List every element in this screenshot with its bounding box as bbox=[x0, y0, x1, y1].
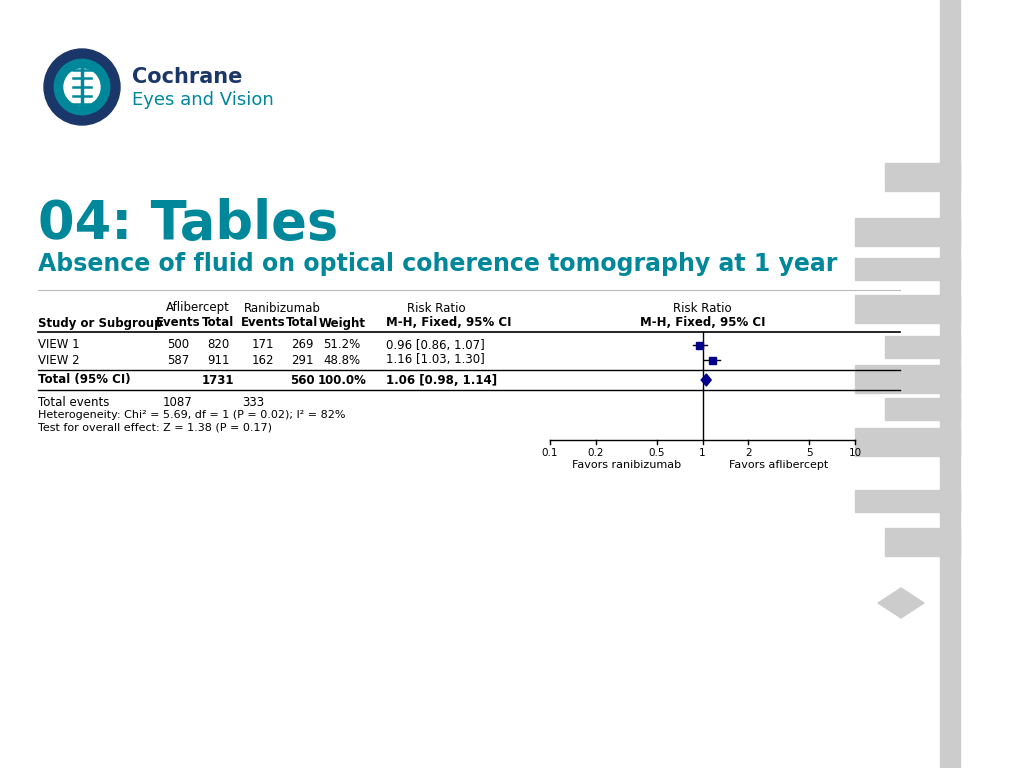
Text: 162: 162 bbox=[252, 353, 274, 366]
Text: Eyes and Vision: Eyes and Vision bbox=[132, 91, 273, 109]
Text: 820: 820 bbox=[207, 339, 229, 352]
Polygon shape bbox=[878, 588, 924, 618]
Text: Total events: Total events bbox=[38, 396, 110, 409]
Text: 0.1: 0.1 bbox=[542, 448, 558, 458]
Bar bbox=[855, 490, 961, 512]
Text: VIEW 2: VIEW 2 bbox=[38, 353, 80, 366]
Circle shape bbox=[58, 64, 105, 111]
Text: 500: 500 bbox=[167, 339, 189, 352]
Bar bbox=[855, 258, 961, 280]
Text: 269: 269 bbox=[291, 339, 313, 352]
Text: Cochrane: Cochrane bbox=[132, 67, 243, 87]
Text: 0.5: 0.5 bbox=[648, 448, 665, 458]
Text: 1: 1 bbox=[699, 448, 706, 458]
Text: Risk Ratio: Risk Ratio bbox=[673, 302, 732, 315]
Text: 1.16 [1.03, 1.30]: 1.16 [1.03, 1.30] bbox=[386, 353, 484, 366]
Text: Favors ranibizumab: Favors ranibizumab bbox=[571, 460, 681, 470]
Text: Total: Total bbox=[202, 316, 234, 329]
Text: 04: Tables: 04: Tables bbox=[38, 198, 338, 250]
Text: Favors aflibercept: Favors aflibercept bbox=[729, 460, 828, 470]
Text: 1731: 1731 bbox=[202, 373, 234, 386]
Text: VIEW 1: VIEW 1 bbox=[38, 339, 80, 352]
Text: M-H, Fixed, 95% CI: M-H, Fixed, 95% CI bbox=[640, 316, 765, 329]
Text: 100.0%: 100.0% bbox=[317, 373, 367, 386]
Text: 291: 291 bbox=[291, 353, 313, 366]
Text: Test for overall effect: Z = 1.38 (P = 0.17): Test for overall effect: Z = 1.38 (P = 0… bbox=[38, 423, 272, 433]
Text: 48.8%: 48.8% bbox=[324, 353, 360, 366]
Bar bbox=[855, 295, 961, 323]
Text: 560: 560 bbox=[290, 373, 314, 386]
Text: Weight: Weight bbox=[318, 316, 366, 329]
Text: Heterogeneity: Chi² = 5.69, df = 1 (P = 0.02); I² = 82%: Heterogeneity: Chi² = 5.69, df = 1 (P = … bbox=[38, 410, 345, 420]
Text: 171: 171 bbox=[252, 339, 274, 352]
Bar bbox=[940, 0, 961, 768]
Text: Events: Events bbox=[241, 316, 286, 329]
Text: Absence of fluid on optical coherence tomography at 1 year: Absence of fluid on optical coherence to… bbox=[38, 252, 838, 276]
Text: 1087: 1087 bbox=[163, 396, 193, 409]
Text: M-H, Fixed, 95% CI: M-H, Fixed, 95% CI bbox=[386, 316, 512, 329]
Text: 1.06 [0.98, 1.14]: 1.06 [0.98, 1.14] bbox=[386, 373, 497, 386]
Text: Ranibizumab: Ranibizumab bbox=[244, 302, 321, 315]
Circle shape bbox=[44, 49, 120, 125]
Text: 10: 10 bbox=[849, 448, 861, 458]
Text: 51.2%: 51.2% bbox=[324, 339, 360, 352]
Text: Events: Events bbox=[156, 316, 201, 329]
Bar bbox=[696, 342, 703, 349]
Text: 2: 2 bbox=[745, 448, 752, 458]
Bar bbox=[885, 163, 961, 191]
Bar bbox=[855, 365, 961, 393]
Text: 0.96 [0.86, 1.07]: 0.96 [0.86, 1.07] bbox=[386, 339, 484, 352]
Polygon shape bbox=[701, 374, 712, 386]
Text: 587: 587 bbox=[167, 353, 189, 366]
Text: Aflibercept: Aflibercept bbox=[166, 302, 230, 315]
Bar bbox=[885, 528, 961, 556]
Text: Risk Ratio: Risk Ratio bbox=[407, 302, 465, 315]
Text: 0.2: 0.2 bbox=[588, 448, 604, 458]
Text: 911: 911 bbox=[207, 353, 229, 366]
Text: 333: 333 bbox=[242, 396, 264, 409]
Text: Total (95% CI): Total (95% CI) bbox=[38, 373, 131, 386]
Text: 5: 5 bbox=[806, 448, 812, 458]
Bar bbox=[885, 398, 961, 420]
Text: Total: Total bbox=[286, 316, 318, 329]
Text: Study or Subgroup: Study or Subgroup bbox=[38, 316, 163, 329]
Bar bbox=[855, 428, 961, 456]
Bar bbox=[855, 218, 961, 246]
Bar bbox=[885, 336, 961, 358]
Bar bbox=[709, 356, 716, 363]
